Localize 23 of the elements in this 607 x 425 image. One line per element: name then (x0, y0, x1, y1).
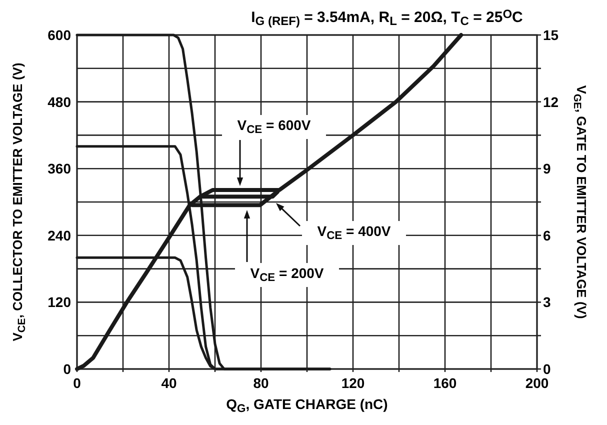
annotation: V$_{CE}$ = 200V (250, 265, 324, 284)
y-tick-label: 480 (48, 94, 72, 110)
y2-tick-label: 3 (543, 294, 551, 310)
x-tick-label: 80 (253, 375, 269, 391)
y2-tick-label: 0 (543, 361, 551, 377)
y-tick-label: 360 (48, 160, 72, 177)
annotation: V$_{CE}$ = 600V (237, 117, 312, 136)
y2-tick-label: 15 (543, 27, 559, 43)
y2-tick-label: 9 (543, 160, 551, 177)
x-tick-label: 200 (525, 375, 549, 391)
y2-tick-label: 6 (543, 227, 551, 244)
x-tick-label: 40 (161, 375, 177, 391)
x-axis-title: Q$_{G}$, GATE CHARGE (nC) (226, 396, 388, 415)
y-tick-label: 240 (48, 227, 72, 244)
y-tick-label: 600 (48, 27, 72, 43)
x-tick-label: 0 (73, 375, 82, 391)
chart-title: I$_{G (REF)}$ = 3.54mA, R$_{L}$ = 20Ω, T$_{C}$ = 25$^{O}$C (251, 6, 523, 28)
x-tick-label: 160 (433, 375, 457, 391)
y-tick-label: 120 (48, 294, 72, 310)
y2-tick-label: 12 (543, 94, 559, 110)
annotation: V$_{CE}$ = 400V (317, 223, 392, 242)
x-tick-label: 120 (341, 375, 365, 391)
y-tick-label: 0 (63, 361, 72, 377)
